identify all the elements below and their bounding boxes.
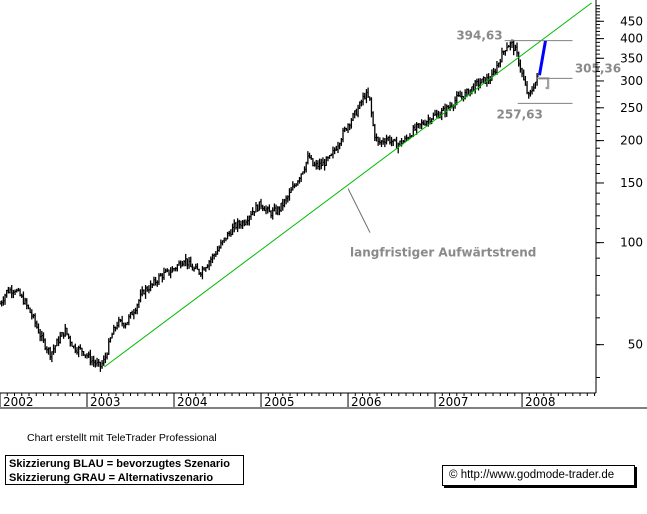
legend-grey-scenario: Skizzierung GRAU = Alternativszenario	[9, 472, 214, 484]
x-tick-label: 2003	[90, 395, 121, 409]
y-tick-label: 200	[620, 134, 643, 148]
x-tick-label: 2008	[525, 395, 556, 409]
x-tick-label: 2002	[3, 395, 34, 409]
legend-blue-scenario: Skizzierung BLAU = bevorzugtes Szenario	[9, 458, 230, 470]
level-label: 394,63	[456, 29, 502, 43]
blue-scenario-sketch	[537, 40, 548, 76]
x-tick-label: 2005	[264, 395, 295, 409]
y-tick-label: 450	[620, 14, 643, 28]
chart-axes: 450 400 350 300 250 200 150 100 50 2002 2003 2004 20…	[0, 0, 647, 409]
annotation-label: langfristiger Aufwärtstrend	[350, 246, 536, 260]
source-url: http://www.godmode-trader.de	[460, 469, 615, 481]
x-tick-label: 2007	[438, 395, 469, 409]
annotation-pointer	[347, 188, 371, 233]
chart-overlays: 394,63 305,36 257,63 langfristiger Aufwärts…	[104, 2, 621, 368]
y-tick-label: 100	[620, 236, 643, 250]
y-tick-label: 250	[620, 101, 643, 115]
x-tick-label: 2006	[351, 395, 382, 409]
copyright-icon: ©	[449, 469, 458, 481]
level-label: 257,63	[497, 107, 543, 121]
y-tick-label: 150	[620, 176, 643, 190]
level-label: 305,36	[575, 61, 621, 75]
y-tick-label: 400	[620, 32, 643, 46]
y-tick-label: 50	[628, 338, 643, 352]
long-term-trendline	[104, 2, 592, 368]
chart-credit: Chart erstellt mit TeleTrader Profession…	[27, 432, 217, 444]
grey-scenario-sketch	[538, 77, 550, 90]
scenario-legend: Skizzierung BLAU = bevorzugtes Szenario …	[5, 455, 244, 485]
source-url-box: © http://www.godmode-trader.de	[442, 465, 635, 486]
x-tick-label: 2004	[177, 395, 208, 409]
price-bars	[0, 39, 540, 372]
y-tick-label: 300	[620, 74, 643, 88]
y-tick-label: 350	[620, 51, 643, 65]
